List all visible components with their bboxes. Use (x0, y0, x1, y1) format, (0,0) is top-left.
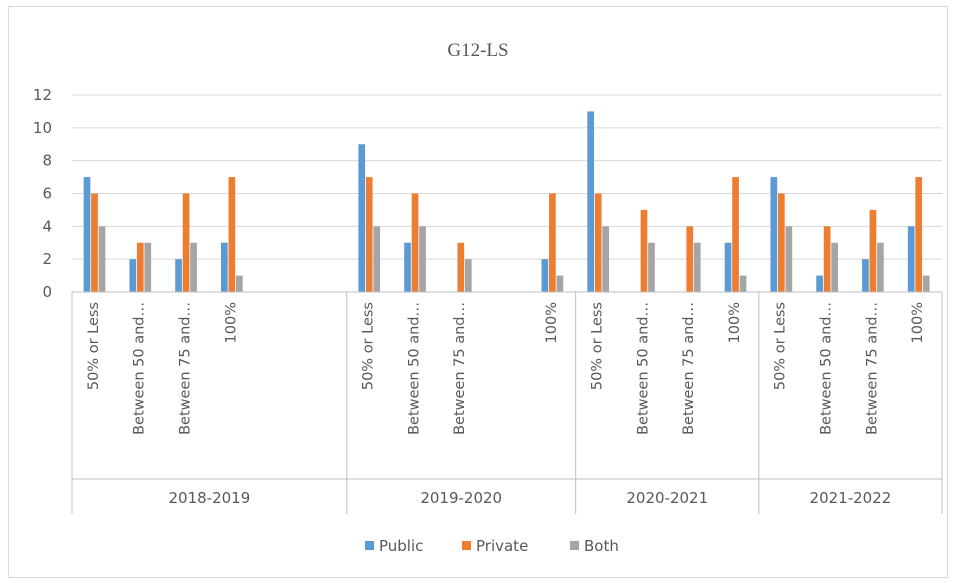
category-label: Between 50 and… (132, 302, 148, 435)
bar-private (136, 242, 144, 292)
group-label: 2018-2019 (168, 489, 250, 507)
y-tick-label: 4 (42, 217, 52, 235)
group-label: 2020-2021 (626, 489, 708, 507)
bar-private (365, 177, 373, 292)
bars (83, 111, 930, 293)
bar-both (98, 226, 106, 292)
bar-both (556, 275, 564, 292)
legend: Public Private Both (365, 537, 619, 555)
category-label: 50% or Less (590, 302, 606, 390)
category-label: Between 75 and… (864, 302, 880, 435)
bar-public (175, 259, 182, 292)
bar-both (693, 242, 701, 292)
bar-both (648, 242, 655, 292)
bar-private (91, 193, 98, 292)
bar-public (358, 144, 366, 292)
bar-both (739, 275, 747, 292)
bar-public (724, 242, 732, 292)
bar-both (464, 259, 472, 292)
category-label: Between 50 and… (635, 302, 651, 435)
bar-public (862, 259, 869, 292)
group-label: 2019-2020 (420, 489, 502, 507)
bar-public (770, 177, 778, 292)
category-label: 50% or Less (86, 302, 102, 390)
legend-item-both: Both (570, 537, 619, 555)
y-tick-label: 0 (42, 283, 52, 301)
category-label: 100% (223, 302, 239, 343)
category-label: 100% (727, 302, 743, 343)
legend-item-public: Public (365, 537, 423, 555)
gridlines (72, 94, 942, 293)
y-tick-label: 8 (42, 152, 52, 170)
category-label: 50% or Less (773, 302, 789, 390)
bar-both (373, 226, 381, 292)
legend-swatch (570, 541, 579, 550)
bar-private (594, 193, 602, 292)
bar-both (236, 275, 243, 292)
bar-public (587, 111, 595, 293)
bar-public (404, 242, 411, 292)
bar-private (228, 177, 236, 292)
legend-swatch (462, 541, 471, 550)
category-label: Between 75 and… (681, 302, 697, 435)
bar-both (877, 242, 884, 292)
bar-both (190, 242, 197, 292)
bar-public (83, 177, 91, 292)
chart-title: G12-LS (447, 40, 508, 61)
bar-public (907, 226, 915, 292)
bar-private (732, 177, 739, 292)
bar-private (457, 242, 465, 292)
category-label: Between 75 and… (452, 302, 468, 435)
bar-both (922, 275, 930, 292)
bar-private (777, 193, 785, 292)
legend-label: Private (476, 537, 528, 555)
category-label: Between 75 and… (177, 302, 193, 435)
legend-label: Both (584, 537, 619, 555)
y-tick-label: 10 (33, 119, 52, 137)
bar-both (602, 226, 610, 292)
bar-private (915, 177, 923, 292)
bar-private (182, 193, 190, 292)
bar-both (144, 242, 152, 292)
bar-both (419, 226, 426, 292)
y-tick-label: 2 (42, 250, 52, 268)
category-label: 50% or Less (361, 302, 377, 390)
bar-private (823, 226, 831, 292)
category-label: Between 50 and… (819, 302, 835, 435)
legend-swatch (365, 541, 374, 550)
y-tick-label: 6 (42, 185, 52, 203)
bar-private (869, 209, 877, 292)
bar-both (785, 226, 793, 292)
y-axis: 0 2 4 6 8 10 12 (33, 86, 52, 301)
bar-private (686, 226, 694, 292)
legend-label: Public (379, 537, 423, 555)
category-label: Between 50 and… (406, 302, 422, 435)
legend-item-private: Private (462, 537, 528, 555)
bar-private (549, 193, 556, 292)
category-label: 100% (910, 302, 926, 343)
bar-public (221, 242, 228, 292)
bar-public (816, 275, 823, 292)
bar-public (129, 259, 137, 292)
bar-private (411, 193, 419, 292)
category-axis: 50% or Less Between 50 and… Between 75 and… (71, 291, 943, 514)
bar-both (831, 242, 838, 292)
y-tick-label: 12 (33, 86, 52, 104)
group-label: 2021-2022 (810, 489, 892, 507)
category-label: 100% (544, 302, 560, 343)
bar-private (640, 209, 648, 292)
bar-public (541, 259, 549, 292)
